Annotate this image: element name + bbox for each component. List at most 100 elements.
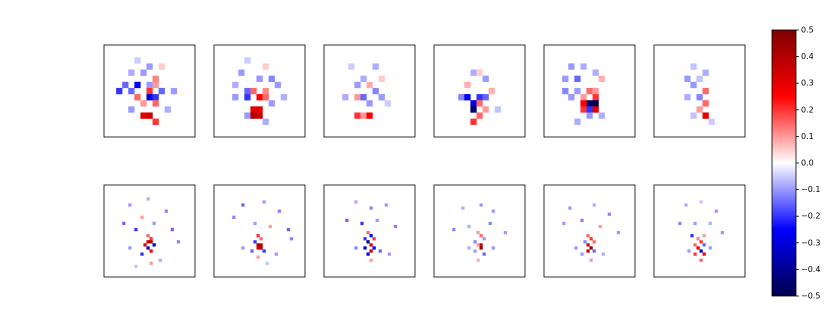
heatmap-panel	[103, 44, 196, 138]
heatmap-cell	[696, 237, 700, 241]
heatmap-cell	[693, 243, 697, 247]
heatmap-panel	[433, 184, 526, 278]
heatmap-cell	[690, 63, 697, 70]
colorbar-tick-label: 0.0	[801, 159, 814, 168]
heatmap-cell	[354, 81, 361, 89]
heatmap-cell	[253, 221, 257, 226]
heatmap-cell	[253, 240, 257, 244]
heatmap-cell	[262, 200, 266, 204]
heatmap-cell	[280, 94, 287, 101]
heatmap-cell	[262, 87, 269, 95]
heatmap-cell	[702, 87, 709, 95]
heatmap-cell	[702, 243, 706, 247]
heatmap-cell	[354, 200, 358, 204]
heatmap-cell	[286, 227, 291, 232]
heatmap-cell	[589, 237, 593, 241]
heatmap-cell	[134, 81, 141, 89]
heatmap-cell	[494, 106, 501, 113]
heatmap-cell	[372, 237, 376, 241]
heatmap-cell	[345, 218, 349, 222]
heatmap-cell	[134, 57, 141, 64]
heatmap-panel	[213, 44, 306, 138]
heatmap-cell	[491, 246, 495, 250]
heatmap-cell	[568, 63, 575, 70]
heatmap-cell	[592, 94, 599, 101]
heatmap-cell	[586, 106, 593, 113]
heatmap-cell	[461, 206, 465, 210]
heatmap-cell	[473, 240, 477, 244]
heatmap-cell	[146, 197, 150, 201]
heatmap-cell	[262, 94, 269, 101]
heatmap-cell	[574, 118, 581, 125]
heatmap-cell	[464, 81, 471, 89]
heatmap-cell	[262, 118, 269, 125]
panel-frame	[543, 184, 636, 278]
heatmap-cell	[369, 206, 373, 210]
heatmap-cell	[250, 106, 257, 113]
heatmap-cell	[149, 237, 153, 241]
heatmap-cell	[369, 243, 373, 247]
heatmap-cell	[702, 112, 709, 119]
colorbar-tick-label: 0.1	[801, 132, 814, 141]
heatmap-cell	[244, 87, 251, 95]
heatmap-cell	[366, 240, 370, 244]
panel-frame	[323, 44, 416, 138]
panel-frame	[653, 184, 746, 278]
heatmap-cell	[268, 100, 275, 107]
heatmap-cell	[693, 252, 697, 256]
heatmap-cell	[470, 106, 477, 113]
heatmap-cell	[607, 212, 611, 216]
heatmap-cell	[378, 75, 385, 82]
heatmap-cell	[274, 81, 281, 89]
heatmap-cell	[122, 81, 129, 89]
heatmap-cell	[170, 87, 177, 95]
heatmap-cell	[250, 87, 257, 95]
heatmap-cell	[360, 112, 367, 119]
heatmap-cell	[491, 209, 495, 213]
heatmap-cell	[488, 87, 495, 95]
heatmap-cell	[693, 221, 697, 226]
heatmap-cell	[684, 94, 691, 101]
heatmap-cell	[702, 234, 706, 238]
heatmap-cell	[684, 75, 691, 82]
heatmap-cell	[134, 94, 141, 101]
heatmap-cell	[467, 246, 471, 250]
heatmap-cell	[354, 246, 358, 250]
heatmap-cell	[375, 218, 379, 222]
heatmap-cell	[699, 258, 703, 262]
heatmap-cell	[140, 69, 147, 76]
heatmap-cell	[592, 69, 599, 76]
heatmap-cell	[372, 246, 376, 250]
heatmap-cell	[482, 106, 489, 113]
heatmap-cell	[458, 94, 465, 101]
heatmap-cell	[696, 75, 703, 82]
heatmap-cell	[146, 240, 150, 244]
heatmap-cell	[598, 224, 602, 229]
colorbar-tick-label: 0.2	[801, 105, 814, 114]
colorbar-tick-label: 0.3	[801, 79, 814, 88]
heatmap-cell	[378, 249, 382, 253]
heatmap-cell	[708, 221, 712, 226]
heatmap-panel	[653, 44, 746, 138]
heatmap-cell	[134, 227, 138, 232]
heatmap-cell	[366, 100, 373, 107]
heatmap-cell	[690, 81, 697, 89]
heatmap-cell	[702, 252, 706, 256]
heatmap-cell	[592, 87, 599, 95]
heatmap-cell	[134, 264, 138, 268]
heatmap-panel	[103, 184, 196, 278]
heatmap-cell	[146, 63, 153, 70]
heatmap-cell	[690, 112, 697, 119]
heatmap-cell	[476, 243, 480, 247]
heatmap-cell	[708, 246, 712, 250]
heatmap-cell	[146, 234, 150, 238]
heatmap-cell	[256, 246, 260, 250]
heatmap-cell	[586, 249, 590, 253]
heatmap-cell	[232, 81, 239, 89]
heatmap-cell	[470, 69, 477, 76]
heatmap-cell	[232, 94, 239, 101]
heatmap-cell	[149, 249, 153, 253]
heatmap-cell	[503, 231, 507, 235]
heatmap-cell	[574, 75, 581, 82]
heatmap-cell	[256, 243, 260, 247]
